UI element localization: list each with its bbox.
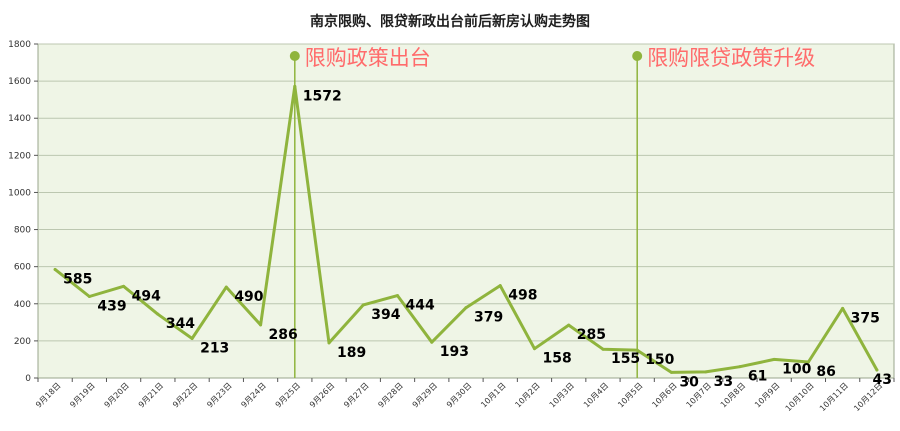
data-point [806,360,810,364]
annotations: 限购政策出台 限购限贷政策升级 [289,46,815,378]
data-label: 61 [748,369,767,385]
y-tick-label: 1000 [8,188,31,198]
data-point [430,340,434,344]
data-point [875,368,879,372]
data-label: 285 [577,327,606,343]
data-point [772,357,776,361]
plot-area [37,43,895,379]
data-label: 439 [97,299,126,315]
data-point [464,306,468,310]
data-label: 33 [714,374,733,390]
data-label: 375 [851,310,880,326]
annotation-text: 限购限贷政策升级 [647,46,815,70]
data-label: 585 [63,271,92,287]
data-label: 444 [406,298,435,314]
data-label: 498 [508,288,537,304]
y-axis-ticks: 0 200 400 600 800 1000 1200 1400 1600 1800 [8,40,38,384]
data-point [704,370,708,374]
data-point [601,347,605,351]
y-tick-label: 1400 [8,114,31,124]
data-point [635,348,639,352]
data-point [327,341,331,345]
data-label: 379 [474,310,503,326]
data-point [293,84,297,88]
data-label: 344 [166,316,195,332]
data-point [738,365,742,369]
data-label: 43 [873,372,892,388]
data-point [190,336,194,340]
data-label: 189 [337,345,366,361]
y-tick-label: 0 [25,374,31,384]
data-label: 1572 [303,88,342,104]
data-label: 286 [269,327,298,343]
data-label: 100 [782,361,811,377]
data-labels: 585 439 494 344 213 490 286 1572 189 394 444 193 379… [63,88,892,390]
data-label: 213 [200,340,229,356]
y-tick-label: 1600 [8,77,31,87]
grid-lines [38,43,894,342]
annotation-marker [289,51,300,61]
data-point [396,294,400,298]
series-line-group [53,84,879,374]
data-label: 150 [645,352,674,368]
y-tick-label: 1800 [8,40,31,50]
data-label: 490 [234,289,263,305]
data-point [841,306,845,310]
data-point [567,323,571,327]
y-tick-label: 400 [14,300,31,310]
data-point [669,370,673,374]
data-point [259,323,263,327]
data-label: 86 [816,364,835,380]
data-label: 30 [679,374,699,390]
data-point [122,284,126,288]
data-label: 494 [132,288,161,304]
y-tick-label: 800 [14,226,31,236]
data-point [224,285,228,289]
annotation-text: 限购政策出台 [305,46,431,70]
data-label: 394 [371,307,400,323]
data-label: 158 [542,351,571,367]
data-point [87,295,91,299]
data-label: 193 [440,344,469,360]
y-tick-label: 200 [14,337,31,347]
y-tick-label: 600 [14,263,31,273]
data-point [498,284,502,288]
data-point [53,267,57,271]
data-point [532,347,536,351]
data-point [156,312,160,316]
data-label: 155 [611,351,640,367]
annotation-marker [632,51,643,61]
data-point [361,303,365,307]
y-tick-label: 1200 [8,151,31,161]
chart-title: 南京限购、限贷新政出台前后新房认购走势图 [310,13,590,30]
